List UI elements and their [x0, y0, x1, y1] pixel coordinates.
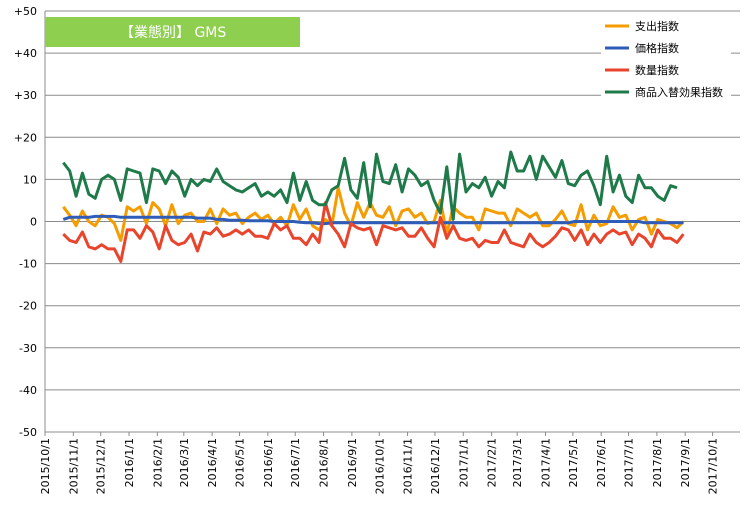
x-tick-label: 2016/9/1	[346, 438, 359, 487]
x-tick-label: 2016/12/1	[429, 438, 442, 494]
x-tick-label: 2016/2/1	[151, 438, 164, 487]
series-line-3	[62, 150, 678, 221]
x-tick-label: 2016/4/1	[206, 438, 219, 487]
legend-item-background	[601, 61, 731, 79]
legend-item-background	[601, 39, 731, 57]
legend-item-background	[601, 83, 731, 101]
x-tick-label: 2017/3/1	[511, 438, 524, 487]
y-tick-label: +30	[14, 89, 37, 102]
series-line-0	[62, 186, 685, 242]
x-tick-label: 2017/7/1	[623, 438, 636, 487]
y-axis-tick-labels: +50 +40 +30 +20 10 0 -10 -20 -30 -40 -50	[14, 5, 37, 439]
x-tick-label: 2017/8/1	[651, 438, 664, 487]
x-tick-label: 2017/1/1	[457, 438, 470, 487]
x-tick-label: 2015/11/1	[67, 438, 80, 494]
x-tick-label: 2015/10/1	[39, 438, 52, 494]
x-tick-label: 2016/3/1	[178, 438, 191, 487]
x-tick-label: 2016/10/1	[373, 438, 386, 494]
y-tick-label: +20	[14, 131, 37, 144]
x-axis-tick-labels: 2015/10/1 2015/11/1 2015/12/1 2016/1/1 2016/…	[39, 432, 720, 494]
series-line-1	[62, 214, 684, 226]
chart-title: 【業態別】 GMS	[120, 25, 226, 41]
y-tick-label: -40	[19, 384, 37, 397]
y-tick-label: -30	[19, 342, 37, 355]
x-tick-label: 2017/10/1	[707, 438, 720, 494]
chart-title-box: 【業態別】 GMS	[45, 17, 300, 47]
y-tick-label: -50	[19, 426, 37, 439]
y-tick-label: +40	[14, 47, 37, 60]
series-line-2	[62, 201, 685, 263]
x-tick-label: 2016/7/1	[289, 438, 302, 487]
y-tick-label: +50	[14, 5, 37, 18]
x-tick-label: 2017/4/1	[539, 438, 552, 487]
legend-label: 数量指数	[635, 63, 679, 77]
x-tick-label: 2017/9/1	[679, 438, 692, 487]
y-tick-label: -20	[19, 300, 37, 313]
x-tick-label: 2015/12/1	[95, 438, 108, 494]
legend-item-background	[601, 17, 731, 35]
series-lines	[62, 150, 685, 263]
legend-label: 価格指数	[635, 41, 679, 55]
chart-title-background	[45, 17, 300, 47]
x-tick-label: 2016/5/1	[234, 438, 247, 487]
legend-label: 商品入替効果指数	[635, 85, 723, 99]
x-tick-label: 2016/8/1	[318, 438, 331, 487]
y-tick-label: 10	[23, 173, 37, 186]
legend-label: 支出指数	[635, 19, 679, 33]
x-tick-label: 2017/2/1	[486, 438, 499, 487]
x-tick-label: 2016/6/1	[262, 438, 275, 487]
x-tick-label: 2017/5/1	[567, 438, 580, 487]
y-tick-label: -10	[19, 258, 37, 271]
x-tick-label: 2016/1/1	[123, 438, 136, 487]
x-tick-label: 2017/6/1	[595, 438, 608, 487]
y-tick-label: 0	[30, 216, 37, 229]
x-tick-label: 2016/11/1	[402, 438, 415, 494]
